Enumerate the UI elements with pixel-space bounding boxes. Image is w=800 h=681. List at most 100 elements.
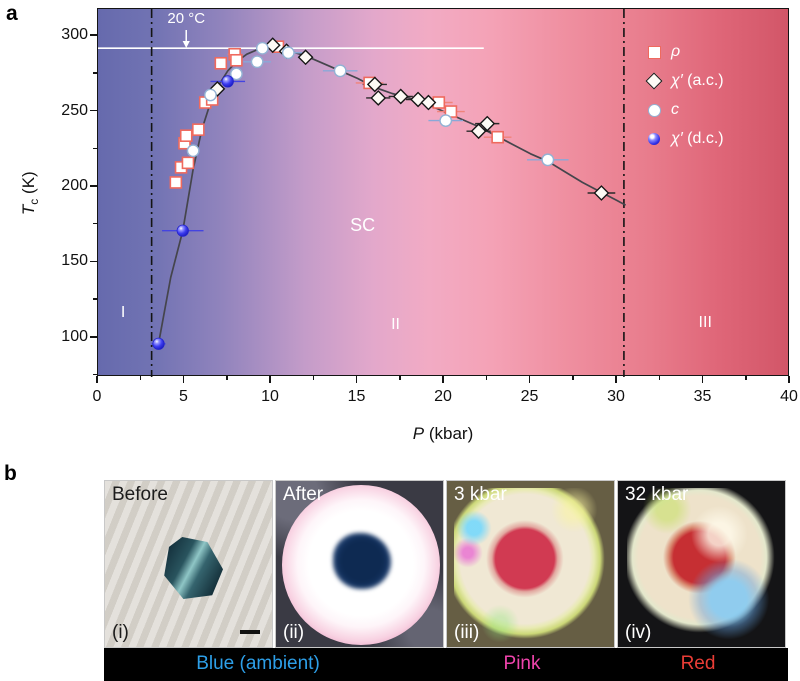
x-major-tick xyxy=(355,376,358,383)
blue-crystal xyxy=(164,537,223,599)
color-label-pink: Pink xyxy=(503,653,541,674)
data-point-ac-susceptibility xyxy=(479,115,496,132)
annotation-arrow-head xyxy=(182,41,190,48)
room-temperature-annotation: 20 °C xyxy=(167,10,206,27)
legend-label: ρ xyxy=(671,43,681,60)
x-major-tick xyxy=(788,376,790,383)
panel-b-sample-photos: b Before (i) After (ii) 3 kbar (iii) 32 … xyxy=(0,458,800,681)
y-tick-label: 200 xyxy=(61,176,88,194)
y-axis-unit: (K) xyxy=(18,171,38,199)
x-minor-tick xyxy=(745,376,747,380)
x-major-tick xyxy=(182,376,185,383)
photo-tag: (iv) xyxy=(625,622,652,643)
legend-item-resistance: ρ xyxy=(646,41,724,63)
x-major-tick xyxy=(528,376,531,383)
y-minor-tick xyxy=(93,298,97,300)
y-major-tick xyxy=(90,336,97,338)
data-point-specific-heat xyxy=(439,114,453,128)
photo-title: Before xyxy=(112,484,168,505)
data-point-specific-heat xyxy=(229,67,243,81)
sample-color-legend-bar: Blue (ambient) Pink Red xyxy=(104,648,788,681)
sphere-marker-icon xyxy=(646,131,662,147)
x-tick-label: 25 xyxy=(520,388,539,405)
x-minor-tick xyxy=(399,376,401,380)
data-point-resistance xyxy=(169,176,183,189)
x-axis-unit: (kbar) xyxy=(424,424,474,443)
x-minor-tick xyxy=(139,376,141,380)
data-point-dc-susceptibility xyxy=(221,75,234,88)
data-point-ac-susceptibility xyxy=(392,88,409,105)
x-major-tick xyxy=(442,376,444,383)
plot-canvas xyxy=(98,9,627,377)
scale-bar xyxy=(240,630,260,634)
data-point-resistance xyxy=(230,53,243,67)
photo-after-compression: After (ii) xyxy=(275,480,444,648)
x-tick-label: 30 xyxy=(607,388,625,405)
y-tick-label: 300 xyxy=(61,26,88,44)
legend-item-ac-susceptibility: χ′ (a.c.) xyxy=(645,70,724,92)
data-point-specific-heat xyxy=(333,64,347,78)
data-point-ac-susceptibility xyxy=(297,49,314,66)
y-axis-subscript: c xyxy=(27,198,42,205)
y-tick-label: 100 xyxy=(61,327,88,345)
data-point-specific-heat xyxy=(186,144,200,158)
data-point-resistance xyxy=(491,130,504,144)
x-tick-label: 35 xyxy=(693,388,712,405)
panel-b-label: b xyxy=(4,462,17,485)
x-major-tick xyxy=(615,376,617,383)
legend-label: χ′ (a.c.) xyxy=(671,72,724,89)
photo-title: 3 kbar xyxy=(454,484,507,505)
x-major-tick xyxy=(701,376,704,383)
square-marker-icon xyxy=(646,44,662,60)
y-major-tick xyxy=(90,34,97,36)
gasket-ring xyxy=(454,488,608,642)
x-minor-tick xyxy=(572,376,574,380)
x-tick-label: 5 xyxy=(179,388,188,405)
data-point-ac-susceptibility xyxy=(366,76,383,93)
x-minor-tick xyxy=(658,376,660,380)
blue-sample-blob xyxy=(333,533,391,589)
photo-tag: (iii) xyxy=(454,622,480,643)
x-axis-symbol: P xyxy=(412,424,425,443)
photo-title: After xyxy=(283,484,324,505)
legend-label: χ′ (d.c.) xyxy=(671,130,724,147)
region-label-sc: SC xyxy=(350,214,376,235)
x-tick-label: 15 xyxy=(347,388,366,405)
data-point-resistance xyxy=(179,129,193,142)
data-point-specific-heat xyxy=(255,41,269,55)
region-label-i: I xyxy=(120,303,126,321)
data-point-specific-heat xyxy=(541,153,555,167)
y-tick-label: 250 xyxy=(61,101,88,119)
photo-32-kbar-red: 32 kbar (iv) xyxy=(617,480,786,648)
color-label-red: Red xyxy=(680,653,716,674)
y-minor-tick xyxy=(93,222,97,225)
tc-vs-p-plot-area: ρ χ′ (a.c.) c χ′ (d.c.) 20 °C I II III SC xyxy=(97,8,789,377)
x-tick-label: 10 xyxy=(261,388,279,405)
gasket-ring xyxy=(627,488,781,642)
y-minor-tick xyxy=(93,373,97,376)
data-point-dc-susceptibility xyxy=(176,224,189,237)
y-tick-label: 150 xyxy=(61,252,88,270)
x-major-tick xyxy=(269,376,271,383)
panel-a-phase-diagram: a Tc (K) P (kbar) ρ χ′ (a.c.) c xyxy=(6,2,798,443)
x-minor-tick xyxy=(226,376,228,380)
region-label-iii: III xyxy=(698,314,712,332)
x-major-tick xyxy=(96,376,98,383)
color-label-blue: Blue (ambient) xyxy=(196,653,320,674)
photo-3-kbar-pink: 3 kbar (iii) xyxy=(446,480,615,648)
legend-item-dc-susceptibility: χ′ (d.c.) xyxy=(646,128,724,150)
data-point-ac-susceptibility xyxy=(470,123,487,140)
region-label-ii: II xyxy=(391,315,400,333)
fit-curve xyxy=(157,44,627,344)
data-point-dc-susceptibility xyxy=(152,337,165,350)
data-point-ac-susceptibility xyxy=(370,90,387,106)
data-point-ac-susceptibility xyxy=(593,185,610,201)
photo-tag: (i) xyxy=(112,622,129,643)
data-point-ac-susceptibility xyxy=(264,37,281,54)
diamond-marker-icon xyxy=(645,72,663,90)
legend-label: c xyxy=(671,101,679,118)
y-major-tick xyxy=(90,260,97,263)
y-major-tick xyxy=(90,109,97,112)
legend-item-specific-heat: c xyxy=(646,99,724,121)
data-point-specific-heat xyxy=(204,88,217,102)
